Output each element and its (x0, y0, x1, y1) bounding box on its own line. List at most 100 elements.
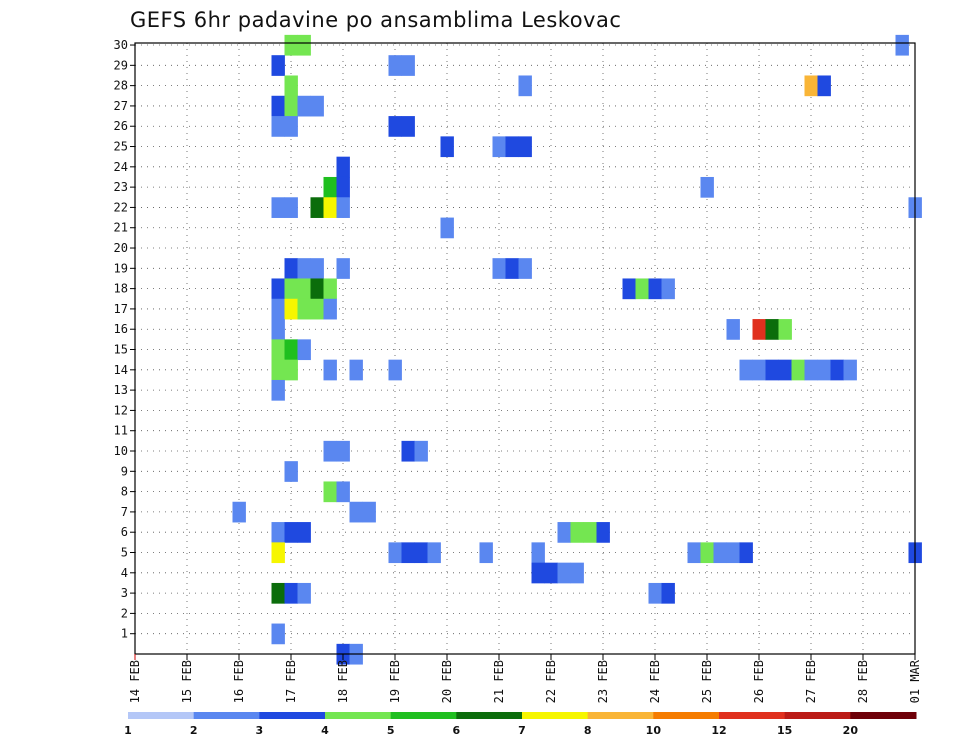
data-cell (557, 522, 571, 543)
data-cell (310, 278, 324, 300)
data-cell (752, 359, 766, 381)
data-cell (505, 136, 519, 158)
legend-label: 20 (843, 724, 859, 737)
data-cell (414, 542, 428, 564)
y-tick-label: 2 (121, 606, 128, 620)
legend-label: 3 (256, 724, 264, 737)
y-tick-label: 21 (114, 221, 128, 235)
data-cell (336, 481, 350, 503)
data-cell (271, 278, 285, 300)
y-tick-label: 28 (114, 79, 128, 93)
data-cell (583, 522, 597, 543)
data-cell (297, 582, 311, 604)
data-cell (752, 319, 766, 340)
legend-swatch (456, 712, 523, 719)
data-cell (284, 298, 298, 320)
data-cell (349, 359, 363, 381)
data-cell (401, 542, 415, 564)
data-cell (622, 278, 636, 300)
data-cell (544, 562, 558, 584)
data-cell (440, 136, 454, 158)
data-cell (661, 278, 675, 300)
data-cell (765, 319, 779, 340)
y-tick-label: 27 (114, 99, 128, 113)
data-cell (817, 75, 831, 97)
data-cell (388, 359, 402, 381)
data-cell (531, 542, 545, 564)
y-tick-label: 9 (121, 464, 128, 478)
x-tick-label: 18 FEB (336, 660, 350, 703)
y-tick-label: 1 (121, 627, 128, 641)
data-cell (388, 542, 402, 564)
y-tick-label: 17 (114, 302, 128, 316)
data-cell (401, 440, 415, 462)
data-cell (778, 319, 792, 340)
legend-label: 7 (518, 724, 526, 737)
data-cell (635, 278, 649, 300)
y-tick-label: 30 (114, 38, 128, 52)
data-cell (323, 359, 337, 381)
legend-swatch (587, 712, 654, 719)
data-cell (284, 258, 298, 279)
y-tick-label: 12 (114, 403, 128, 417)
y-tick-label: 19 (114, 261, 128, 275)
y-tick-label: 3 (121, 586, 128, 600)
data-cell (388, 116, 402, 137)
y-tick-label: 14 (114, 363, 128, 377)
data-cell (804, 359, 818, 381)
data-cell (531, 562, 545, 584)
data-cell (284, 522, 298, 543)
data-cell (271, 116, 285, 137)
data-cells (232, 34, 922, 665)
plot-frame (134, 42, 916, 655)
y-tick-label: 4 (121, 566, 128, 580)
data-cell (726, 319, 740, 340)
y-tick-label: 24 (114, 160, 128, 174)
x-tick-label: 28 FEB (856, 660, 870, 703)
data-cell (323, 440, 337, 462)
data-cell (284, 34, 298, 56)
y-tick-label: 18 (114, 282, 128, 296)
x-tick-label: 22 FEB (544, 660, 558, 703)
legend-swatch (784, 712, 851, 719)
data-cell (596, 522, 610, 543)
x-tick-label: 27 FEB (804, 660, 818, 703)
data-cell (414, 440, 428, 462)
data-cell (791, 359, 805, 381)
legend-label: 10 (646, 724, 662, 737)
legend-label: 1 (124, 724, 132, 737)
legend-swatch (259, 712, 326, 719)
data-cell (336, 176, 350, 198)
y-tick-label: 22 (114, 200, 128, 214)
x-tick-label: 19 FEB (388, 660, 402, 703)
data-cell (336, 440, 350, 462)
legend-label: 5 (387, 724, 395, 737)
data-cell (739, 542, 753, 564)
data-cell (388, 55, 402, 76)
data-cell (440, 217, 454, 239)
data-cell (297, 258, 311, 279)
data-cell (297, 95, 311, 117)
data-cell (297, 522, 311, 543)
data-cell (739, 359, 753, 381)
legend-label: 2 (190, 724, 198, 737)
data-cell (284, 95, 298, 117)
data-cell (518, 75, 532, 97)
data-cell (700, 176, 714, 198)
y-tick-label: 16 (114, 322, 128, 336)
y-tick-label: 23 (114, 180, 128, 194)
chart-title: GEFS 6hr padavine po ansamblima Leskovac (130, 8, 621, 32)
data-cell (310, 95, 324, 117)
data-cell (349, 501, 363, 523)
data-cell (271, 319, 285, 340)
legend-swatch (325, 712, 392, 719)
data-cell (570, 522, 584, 543)
data-cell (843, 359, 857, 381)
data-cell (284, 461, 298, 482)
legend-swatch (719, 712, 786, 719)
y-tick-label: 13 (114, 383, 128, 397)
legend-swatch (193, 712, 260, 719)
x-tick-label: 23 FEB (596, 660, 610, 703)
legend-label: 15 (777, 724, 792, 737)
